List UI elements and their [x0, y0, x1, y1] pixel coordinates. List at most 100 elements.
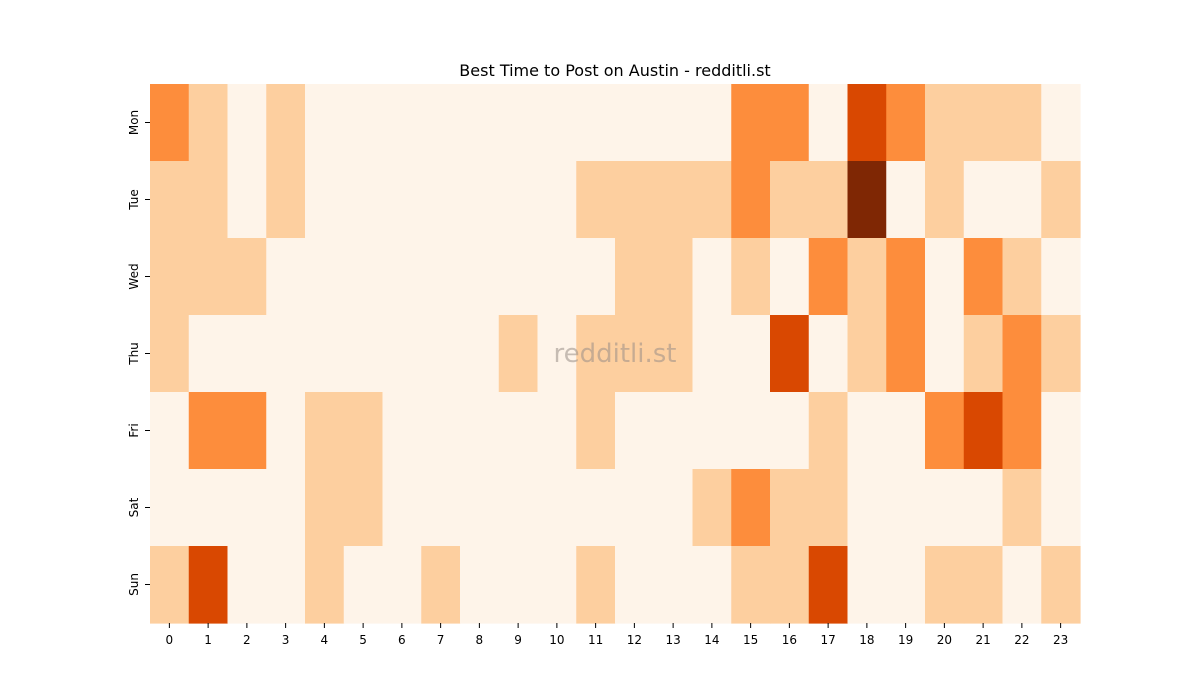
heatmap-cell-fri-1: [188, 392, 229, 470]
heatmap-cell-sun-19: [886, 546, 926, 624]
heatmap-cell-sat-9: [498, 469, 539, 547]
heatmap-cell-thu-18: [847, 315, 887, 393]
heatmap-cell-sat-3: [266, 469, 306, 547]
x-tick-label-21: 21: [975, 633, 990, 647]
heatmap-cell-thu-13: [653, 315, 694, 393]
heatmap-cell-tue-16: [770, 161, 810, 239]
heatmap-cell-sat-8: [460, 469, 500, 547]
heatmap-cell-fri-21: [963, 392, 1004, 470]
heatmap-cell-fri-15: [731, 392, 771, 470]
x-tick-label-13: 13: [665, 633, 680, 647]
heatmap-cell-wed-0: [150, 238, 190, 316]
heatmap-cell-mon-23: [1041, 84, 1081, 162]
heatmap-cell-mon-3: [266, 84, 306, 162]
heatmap-cell-mon-17: [808, 84, 849, 162]
heatmap-cell-thu-23: [1041, 315, 1081, 393]
heatmap-cell-mon-0: [150, 84, 190, 162]
y-axis-ticks: Mon Tue Wed Thu Fri Sat Sun: [127, 110, 150, 596]
heatmap-cell-tue-12: [615, 161, 655, 239]
heatmap-cell-sat-21: [963, 469, 1004, 547]
heatmap-cell-fri-22: [1002, 392, 1042, 470]
x-tick-label-18: 18: [859, 633, 874, 647]
x-axis-ticks: 0 1 2 3 4 5 6 7 8 9 10 11 12 13 14 15 16 17 18 19 20 21 22 23: [166, 623, 1068, 647]
heatmap-cell-thu-0: [150, 315, 190, 393]
x-tick-label-2: 2: [243, 633, 251, 647]
heatmap-cell-wed-8: [460, 238, 500, 316]
heatmap-cell-wed-7: [421, 238, 461, 316]
heatmap-cell-fri-5: [343, 392, 384, 470]
heatmap-cell-mon-19: [886, 84, 926, 162]
x-tick-label-17: 17: [820, 633, 835, 647]
heatmap-cell-sat-13: [653, 469, 694, 547]
heatmap-cell-tue-10: [537, 161, 577, 239]
heatmap-cell-sun-13: [653, 546, 694, 624]
heatmap-cell-mon-12: [615, 84, 655, 162]
heatmap-cell-mon-14: [692, 84, 732, 162]
heatmap-cell-sat-1: [188, 469, 229, 547]
heatmap-cell-sat-14: [692, 469, 732, 547]
x-tick-label-15: 15: [743, 633, 758, 647]
heatmap-cell-tue-20: [925, 161, 965, 239]
heatmap-cell-thu-1: [188, 315, 229, 393]
heatmap-cell-sun-22: [1002, 546, 1042, 624]
heatmap-cell-thu-4: [305, 315, 345, 393]
x-tick-label-0: 0: [166, 633, 174, 647]
heatmap-cell-thu-15: [731, 315, 771, 393]
heatmap-cell-tue-19: [886, 161, 926, 239]
heatmap-cell-thu-10: [537, 315, 577, 393]
heatmap-cell-mon-16: [770, 84, 810, 162]
heatmap-cell-fri-4: [305, 392, 345, 470]
heatmap-cell-sun-15: [731, 546, 771, 624]
heatmap-cell-sun-17: [808, 546, 849, 624]
heatmap-cell-mon-13: [653, 84, 694, 162]
x-tick-label-8: 8: [476, 633, 484, 647]
heatmap-cell-fri-9: [498, 392, 539, 470]
heatmap-cell-sat-15: [731, 469, 771, 547]
heatmap-cell-thu-19: [886, 315, 926, 393]
heatmap-cell-tue-6: [382, 161, 422, 239]
heatmap-cell-sun-10: [537, 546, 577, 624]
heatmap-cell-tue-18: [847, 161, 887, 239]
heatmap-cell-thu-16: [770, 315, 810, 393]
x-tick-label-19: 19: [898, 633, 913, 647]
heatmap-cell-sun-9: [498, 546, 539, 624]
heatmap-cell-fri-13: [653, 392, 694, 470]
chart-title: Best Time to Post on Austin - redditli.s…: [459, 61, 770, 80]
x-tick-label-10: 10: [549, 633, 564, 647]
heatmap-cell-tue-13: [653, 161, 694, 239]
heatmap-cell-mon-22: [1002, 84, 1042, 162]
heatmap-cell-mon-18: [847, 84, 887, 162]
y-tick-label-mon: Mon: [127, 110, 141, 135]
heatmap-cell-fri-16: [770, 392, 810, 470]
y-tick-label-fri: Fri: [127, 423, 141, 437]
heatmap-cell-wed-12: [615, 238, 655, 316]
heatmap-cell-sat-19: [886, 469, 926, 547]
heatmap-cell-wed-1: [188, 238, 229, 316]
x-tick-label-4: 4: [321, 633, 329, 647]
heatmap-cell-fri-20: [925, 392, 965, 470]
heatmap-cell-tue-17: [808, 161, 849, 239]
heatmap-cell-wed-15: [731, 238, 771, 316]
heatmap-cell-tue-1: [188, 161, 229, 239]
heatmap-cell-thu-14: [692, 315, 732, 393]
heatmap-cell-mon-4: [305, 84, 345, 162]
heatmap-cell-sun-2: [227, 546, 267, 624]
heatmap-cell-fri-2: [227, 392, 267, 470]
heatmap-cell-mon-5: [343, 84, 384, 162]
heatmap-cell-sat-7: [421, 469, 461, 547]
heatmap-cell-thu-21: [963, 315, 1004, 393]
y-tick-label-wed: Wed: [127, 263, 141, 289]
x-tick-label-23: 23: [1053, 633, 1068, 647]
heatmap-cell-tue-21: [963, 161, 1004, 239]
heatmap-cell-wed-23: [1041, 238, 1081, 316]
heatmap-cell-wed-20: [925, 238, 965, 316]
heatmap-cell-thu-3: [266, 315, 306, 393]
heatmap-cell-thu-5: [343, 315, 384, 393]
heatmap-cell-mon-7: [421, 84, 461, 162]
heatmap-cell-sat-16: [770, 469, 810, 547]
heatmap-cell-sat-5: [343, 469, 384, 547]
heatmap-cell-sun-0: [150, 546, 190, 624]
heatmap-cell-fri-18: [847, 392, 887, 470]
heatmap-cell-mon-8: [460, 84, 500, 162]
